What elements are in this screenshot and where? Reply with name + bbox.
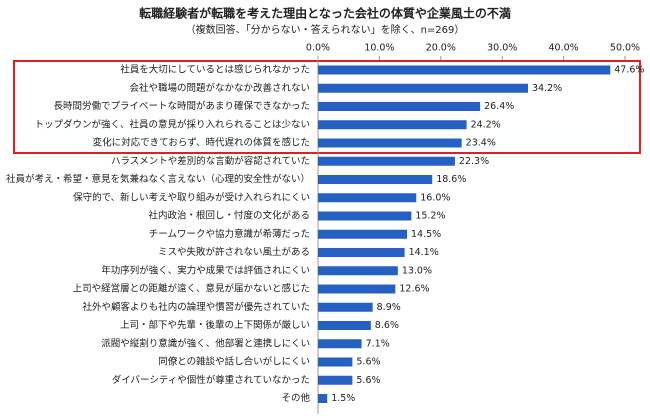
value-label: 8.6% [375, 320, 399, 331]
y-tick-label: チームワークや協力意識が希薄だった [149, 228, 310, 240]
bar [318, 120, 467, 130]
value-label: 13.0% [402, 265, 432, 276]
value-label: 24.2% [471, 119, 501, 130]
value-label: 26.4% [484, 101, 514, 112]
y-tick-label: その他 [281, 392, 310, 404]
y-tick-label: ハラスメントや差別的な言動が容認されていた [111, 155, 310, 167]
bar [318, 302, 373, 312]
y-tick-label: 同僚との雑談や話し合いがしにくい [158, 356, 310, 368]
y-tick-label: 保守的で、新しい考えや取り組みが受け入れられにくい [73, 191, 310, 203]
bar [318, 394, 328, 403]
bar [318, 266, 398, 276]
y-tick-label: 会社や職場の問題がなかなか改善されない [129, 82, 310, 94]
value-label: 7.1% [366, 338, 390, 349]
bar [318, 211, 412, 221]
value-label: 15.2% [415, 211, 445, 222]
bar [318, 83, 528, 93]
y-tick-label: 社内政治・根回し・忖度の文化がある [148, 210, 310, 222]
chart-subtitle: （複数回答、「分からない・答えられない」を除く、n=269） [186, 23, 465, 36]
y-tick-label: トップダウンが強く、社員の意見が採り入れられることは少ない [34, 118, 310, 130]
bar [318, 229, 408, 239]
value-label: 14.1% [409, 247, 439, 258]
x-tick-label: 40.0% [549, 43, 579, 54]
bar [318, 138, 462, 148]
x-tick-label: 30.0% [487, 43, 517, 54]
y-tick-label: 社員が考え・希望・意見を気兼ねなく言えない（心理的安全性がない） [6, 173, 310, 185]
value-label: 23.4% [466, 138, 496, 149]
y-tick-label: 派閥や縦割り意識が強く、他部署と連携しにくい [101, 337, 310, 349]
y-tick-label: ダイバーシティや個性が尊重されていなかった [112, 374, 310, 386]
x-tick-label: 0.0% [306, 43, 330, 54]
bar [318, 339, 362, 349]
highlight-box [13, 60, 641, 154]
value-label: 12.6% [399, 284, 429, 295]
bar [318, 175, 433, 184]
bar [318, 193, 417, 203]
bar [318, 248, 405, 257]
value-label: 18.6% [436, 174, 466, 185]
value-label: 8.9% [377, 302, 401, 313]
y-tick-label: 上司・部下や先輩・後輩の上下関係が厳しい [120, 319, 310, 331]
bar [318, 284, 396, 294]
value-label: 47.6% [614, 65, 644, 76]
value-label: 34.2% [532, 83, 562, 94]
bar [318, 357, 353, 367]
value-label: 1.5% [331, 393, 355, 404]
y-tick-label: ミスや失敗が許されない風土がある [158, 246, 310, 258]
chart-title: 転職経験者が転職を考えた理由となった会社の体質や企業風土の不満 [139, 6, 511, 21]
bar [318, 321, 371, 330]
y-tick-label: 変化に対応できておらず、時代遅れの体質を感じた [93, 137, 310, 149]
bar [318, 156, 455, 166]
y-tick-label: 社外や顧客よりも社内の論理や慣習が優先されていた [82, 301, 310, 313]
value-label: 5.6% [356, 375, 380, 386]
y-tick-label: 社員を大切にしているとは感じられなかった [120, 64, 310, 76]
x-tick-label: 50.0% [610, 43, 640, 54]
y-tick-label: 上司や経営層との距離が遠く、意見が届かないと感じた [73, 283, 310, 295]
bar [318, 102, 481, 111]
bar [318, 65, 611, 75]
value-label: 16.0% [420, 192, 450, 203]
value-label: 22.3% [459, 156, 489, 167]
y-tick-label: 年功序列が強く、実力や成果では評価されにくい [101, 264, 310, 276]
x-tick-label: 10.0% [364, 43, 394, 54]
bar [318, 375, 353, 385]
y-tick-label: 長時間労働でプライベートな時間があまり確保できなかった [53, 100, 310, 112]
value-label: 5.6% [356, 357, 380, 368]
x-tick-label: 20.0% [426, 43, 456, 54]
value-label: 14.5% [411, 229, 441, 240]
